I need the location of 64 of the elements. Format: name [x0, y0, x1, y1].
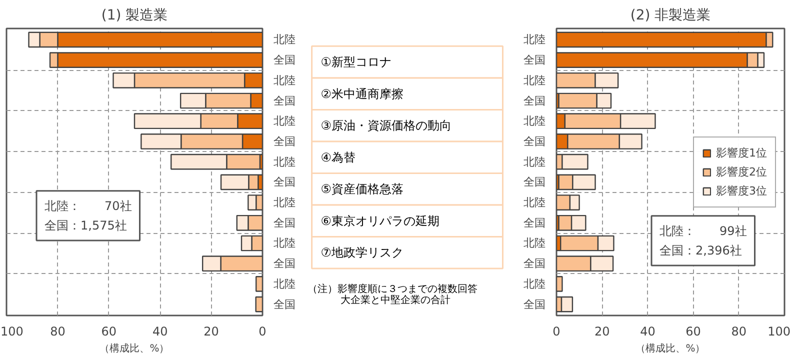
x-tick-label: 80 [731, 324, 747, 338]
x-tick-label: 20 [204, 324, 219, 338]
legend-label: 影響度1位 [716, 145, 767, 160]
y-tick-label: 北陸 [274, 74, 296, 87]
y-tick-label: 全国 [274, 216, 296, 230]
bar [560, 296, 574, 312]
chart-title: (2) 非製造業 [630, 8, 711, 24]
y-tick-label: 全国 [274, 298, 296, 311]
x-tick-label: 100 [768, 324, 790, 338]
y-tick-label: 全国 [524, 94, 546, 108]
x-tick-label: 20 [594, 324, 610, 338]
legend-label: 影響度3位 [716, 183, 767, 198]
text: ⑦地政学リスク [320, 246, 404, 260]
text: ①新型コロナ [320, 55, 392, 70]
annotation: 北陸： 99社 [660, 224, 747, 238]
y-tick-label: 北陸 [524, 74, 546, 87]
text: （注）影響度順に３つまでの複数回答 [307, 282, 478, 295]
legend-label: 影響度2位 [716, 164, 767, 179]
text: ⑤資産価格急落 [320, 182, 404, 196]
x-axis-title: （構成比、%） [636, 342, 706, 354]
y-tick-label: 全国 [274, 54, 296, 67]
annotation: 北陸： 70社 [44, 198, 132, 213]
y-tick-label: 北陸 [524, 277, 546, 290]
y-tick-label: 全国 [274, 134, 296, 148]
chart-title: (1) 製造業 [101, 8, 168, 24]
y-tick-label: 全国 [524, 176, 546, 189]
text: ③原油・資源価格の動向 [320, 118, 452, 133]
y-tick-label: 全国 [524, 257, 546, 270]
text: ④為替 [320, 150, 356, 164]
y-tick-label: 全国 [524, 216, 546, 230]
text: 大企業と中堅企業の合計 [340, 294, 451, 306]
y-tick-label: 北陸 [524, 196, 546, 210]
bar [256, 276, 262, 292]
x-tick-label: 0 [258, 324, 266, 338]
y-tick-label: 北陸 [274, 236, 296, 250]
text: ⑥東京オリパラの延期 [320, 214, 440, 228]
y-tick-label: 北陸 [524, 236, 546, 250]
x-tick-label: 60 [101, 324, 117, 338]
y-tick-label: 北陸 [274, 196, 296, 210]
x-tick-label: 80 [50, 324, 66, 338]
y-tick-label: 北陸 [524, 155, 546, 168]
y-tick-label: 全国 [524, 134, 546, 148]
y-tick-label: 北陸 [274, 33, 296, 46]
x-tick-label: 60 [686, 324, 701, 338]
x-tick-label: 0 [552, 324, 560, 338]
y-tick-label: 北陸 [274, 114, 296, 128]
y-tick-label: 北陸 [274, 155, 296, 168]
y-tick-label: 北陸 [524, 114, 546, 128]
x-tick-label: 40 [152, 324, 168, 338]
y-tick-label: 北陸 [524, 33, 546, 46]
y-tick-label: 全国 [274, 176, 296, 189]
bar [556, 276, 563, 292]
y-tick-label: 全国 [274, 94, 296, 108]
x-tick-label: 40 [640, 324, 656, 338]
text: ②米中通商摩擦 [320, 86, 404, 101]
y-tick-label: 全国 [524, 298, 546, 311]
annotation: 全国：1,575社 [44, 218, 127, 232]
x-axis-title: （構成比、%） [100, 342, 170, 354]
y-tick-label: 全国 [524, 54, 546, 67]
y-tick-label: 北陸 [274, 277, 296, 290]
annotation: 全国：2,396社 [660, 244, 742, 258]
y-tick-label: 全国 [274, 257, 296, 270]
x-tick-label: 100 [0, 324, 24, 338]
bar [255, 296, 262, 312]
